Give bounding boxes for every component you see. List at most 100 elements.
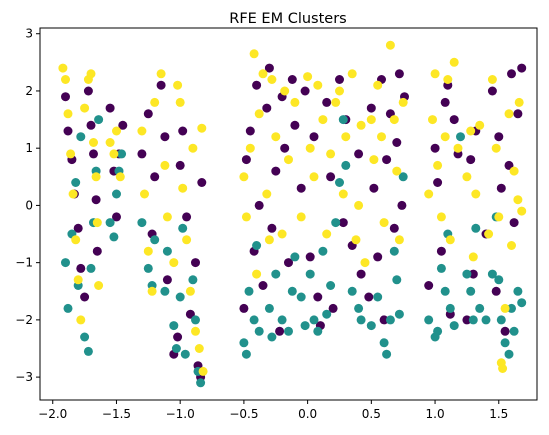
scatter-point [309,172,319,182]
y-tick-label: 3 [25,27,33,41]
scatter-point [80,292,90,302]
scatter-point [169,258,179,268]
scatter-point [76,315,86,325]
scatter-point [326,149,336,159]
scatter-point [162,246,172,256]
scatter-point [398,97,408,107]
y-tick-label: 2 [25,84,33,98]
scatter-point [382,155,392,165]
scatter-point [182,212,192,222]
scatter-point [284,258,293,268]
scatter-point [356,269,366,279]
scatter-point [86,120,96,130]
scatter-point [173,332,183,342]
scatter-point [76,132,86,142]
scatter-point [191,315,200,325]
scatter-point [335,75,344,84]
scatter-point [347,69,357,79]
scatter-point [379,315,389,325]
scatter-point [262,103,272,113]
scatter-point [178,223,188,233]
y-tick-label: −3 [15,370,33,384]
scatter-point [245,143,255,153]
scatter-point [252,241,262,250]
scatter-point [481,315,491,325]
scatter-point [326,281,336,290]
scatter-point [475,303,485,313]
scatter-point [309,315,319,325]
scatter-point [356,120,366,130]
scatter-point [173,80,183,90]
y-tick-label: −1 [15,256,33,270]
scatter-point [373,252,383,262]
scatter-point [115,172,125,182]
scatter-point [191,326,200,336]
scatter-point [73,275,83,285]
scatter-point [63,303,73,313]
scatter-point [241,349,251,359]
scatter-point [328,303,338,313]
scatter-point [296,183,306,193]
x-tick-label: −0.5 [229,407,258,421]
scatter-point [300,321,310,331]
scatter-point [287,75,297,84]
scatter-point [241,155,251,165]
scatter-point [89,138,98,147]
scatter-point [394,309,404,319]
scatter-point [63,109,73,119]
scatter-point [271,166,281,176]
scatter-point [398,172,408,182]
scatter-point [341,160,351,170]
scatter-point [436,212,446,222]
scatter-point [491,143,501,153]
scatter-point [373,292,383,302]
scatter-point [92,246,102,256]
scatter-point [496,315,506,325]
scatter-point [175,160,185,170]
x-tick-label: −1.5 [102,407,131,421]
data-points [58,40,527,388]
scatter-point [513,195,523,205]
scatter-point [331,218,341,228]
scatter-point [94,281,104,290]
scatter-point [354,200,364,210]
scatter-point [290,252,300,262]
scatter-point [252,80,262,90]
scatter-point [424,189,434,199]
scatter-point [331,97,341,107]
scatter-point [468,315,478,325]
scatter-point [105,138,115,147]
scatter-point [188,143,198,153]
scatter-point [143,263,153,273]
scatter-point [462,315,472,325]
scatter-point [284,155,293,165]
scatter-point [245,126,255,136]
scatter-point [117,149,127,159]
scatter-point [498,364,508,373]
x-tick-label: 0.0 [298,407,317,421]
scatter-point [496,183,506,193]
scatter-point [389,246,399,256]
scatter-point [191,258,200,268]
scatter-point [61,258,70,268]
scatter-point [287,286,297,296]
scatter-point [80,332,90,342]
scatter-point [175,97,185,107]
scatter-point [137,126,147,136]
scatter-point [262,189,272,199]
scatter-point [338,189,348,199]
scatter-point [449,321,459,331]
scatter-point [453,143,463,153]
scatter-point [71,178,81,187]
scatter-point [462,172,472,182]
scatter-point [335,178,344,187]
scatter-point [392,275,402,285]
scatter-point [91,172,101,182]
scatter-point [254,326,264,336]
scatter-point [468,269,478,279]
scatter-point [507,69,516,79]
scatter-point [356,315,366,325]
scatter-point [318,115,328,125]
scatter-point [389,115,399,125]
